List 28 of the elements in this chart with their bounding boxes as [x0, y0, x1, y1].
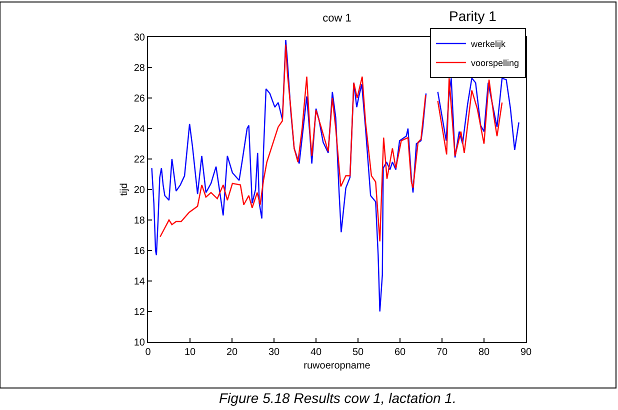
y-tick-label: 28 [134, 63, 146, 74]
y-tick-label: 10 [134, 338, 146, 348]
x-tick-label: 40 [310, 347, 322, 358]
y-tick-label: 16 [134, 246, 146, 257]
x-tick-label: 60 [394, 347, 406, 358]
caption: Figure 5.18 Results cow 1, lactation 1. [219, 390, 456, 406]
y-axis-title: tijd [118, 183, 130, 196]
y-tick-label: 12 [134, 307, 146, 318]
chart-title: cow 1 [322, 12, 352, 25]
x-tick-label: 80 [478, 347, 490, 358]
x-tick-label: 20 [226, 347, 238, 358]
y-tick-label: 30 [134, 32, 146, 44]
y-tick-label: 22 [134, 154, 146, 166]
x-tick-label: 50 [352, 347, 364, 358]
y-tick-label: 20 [134, 185, 146, 196]
x-tick-label: 10 [184, 347, 196, 358]
x-tick-label: 30 [268, 347, 280, 358]
y-tick-label: 26 [134, 94, 146, 104]
y-tick-label: 24 [134, 124, 146, 135]
text: Parity 1 [449, 8, 497, 24]
y-tick-label: 18 [134, 216, 146, 226]
y-tick-label: 14 [134, 276, 146, 288]
x-tick-label: 90 [520, 347, 532, 358]
legend-label: werkelijk [470, 39, 506, 50]
x-tick-label: 0 [145, 347, 152, 358]
x-tick-label: 70 [436, 347, 448, 358]
legend-label: voorspelling [471, 58, 520, 68]
x-axis-title: ruwoeropname [304, 360, 371, 372]
